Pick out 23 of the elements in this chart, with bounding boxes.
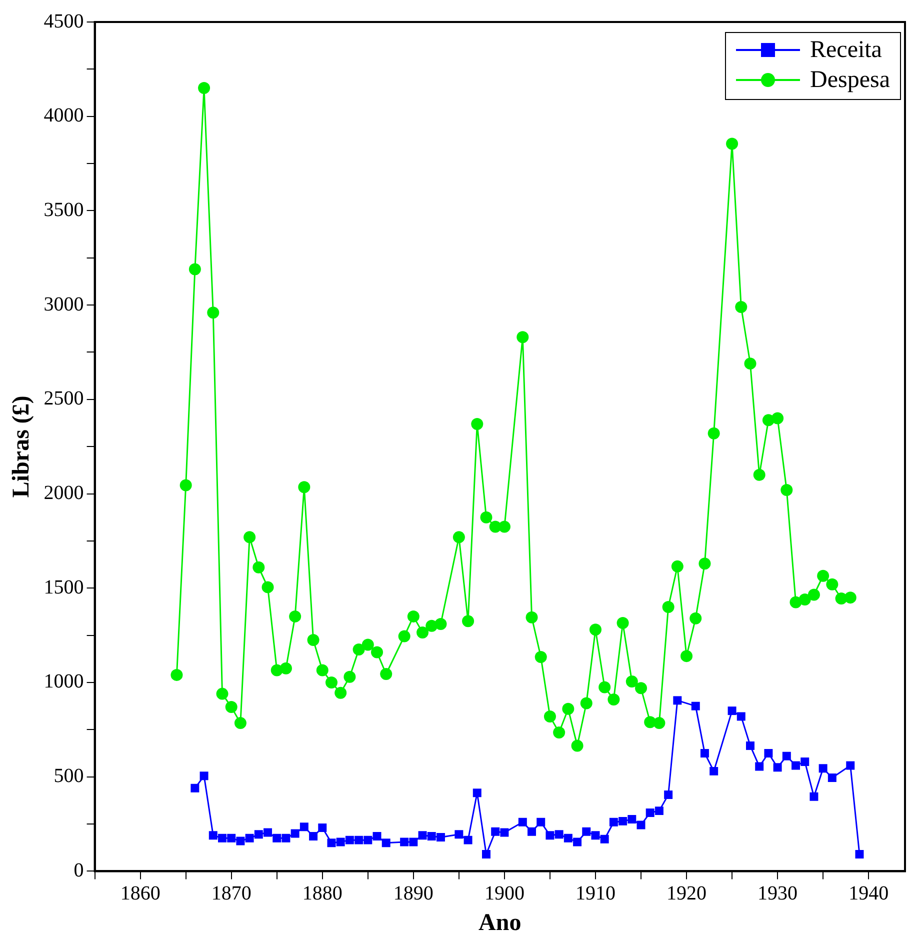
y-tick-label: 2500	[44, 388, 84, 410]
legend-label: Receita	[810, 36, 882, 65]
x-tick-label: 1900	[484, 882, 524, 904]
y-axis-title: Libras (£)	[8, 396, 35, 498]
x-tick-label: 1920	[666, 882, 707, 904]
legend-label: Despesa	[810, 66, 890, 95]
y-tick-label: 3500	[44, 198, 84, 221]
y-tick-label: 4500	[44, 10, 84, 32]
x-tick-label: 1860	[120, 882, 160, 904]
x-tick-label: 1870	[211, 882, 252, 904]
x-tick-label: 1880	[302, 882, 342, 904]
y-tick-label: 1500	[44, 576, 84, 598]
y-tick-label: 500	[54, 765, 84, 788]
y-tick-label: 1000	[44, 670, 84, 693]
x-tick-label: 1940	[848, 882, 889, 904]
x-tick-label: 1910	[575, 882, 616, 904]
y-tick-label: 0	[74, 859, 84, 882]
x-tick-label: 1930	[758, 882, 798, 904]
x-axis-title: Ano	[478, 910, 522, 936]
x-tick-label: 1890	[393, 882, 434, 904]
y-tick-label: 4000	[44, 104, 84, 127]
y-tick-label: 3000	[44, 293, 84, 316]
y-tick-label: 2000	[44, 482, 84, 504]
